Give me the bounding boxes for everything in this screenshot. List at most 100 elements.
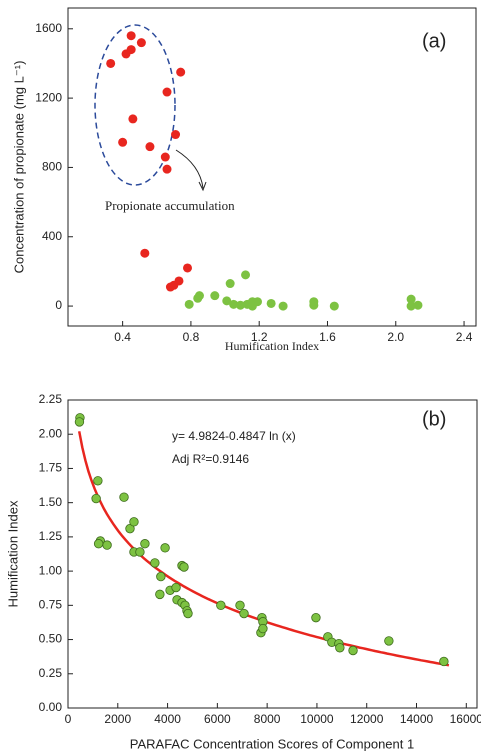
point: [171, 130, 181, 140]
y-tick-label: 0.75: [39, 598, 63, 612]
point: [93, 539, 104, 549]
point: [126, 45, 136, 55]
point: [194, 291, 204, 301]
x-tick-label: 1.6: [319, 330, 336, 344]
point: [145, 142, 155, 152]
x-axis-label: Humification Index: [225, 339, 319, 353]
point: [239, 608, 249, 619]
point: [150, 558, 160, 568]
y-tick-label: 1600: [35, 21, 62, 35]
x-tick-label: 4000: [154, 712, 181, 726]
point: [106, 58, 116, 68]
y-axis-label: Concentration of propionate (mg L⁻¹): [11, 61, 26, 274]
x-tick-label: 10000: [300, 712, 334, 726]
y-tick-label: 2.00: [39, 426, 63, 440]
y-tick-label: 1.75: [39, 461, 63, 475]
point: [439, 656, 449, 667]
point: [171, 582, 181, 593]
point: [126, 31, 136, 41]
point: [135, 547, 145, 557]
point: [335, 643, 345, 653]
point: [235, 600, 245, 611]
point: [278, 301, 288, 311]
y-tick-label: 0.00: [39, 700, 63, 714]
x-tick-label: 2.4: [456, 330, 473, 344]
point: [129, 517, 139, 527]
point: [216, 600, 226, 611]
y-tick-label: 800: [42, 160, 62, 174]
x-tick-label: 0: [65, 712, 72, 726]
point: [182, 263, 192, 273]
point: [309, 300, 319, 310]
equation: y= 4.9824-0.4847 ln (x): [172, 429, 296, 443]
point: [229, 299, 239, 309]
point: [384, 636, 394, 646]
point: [102, 540, 112, 550]
point: [93, 476, 103, 486]
point: [160, 543, 170, 553]
point: [210, 291, 220, 301]
point: [156, 571, 166, 582]
point: [136, 38, 146, 48]
annotation: Propionate accumulation: [105, 198, 235, 213]
point: [155, 589, 165, 600]
point: [406, 301, 416, 311]
x-tick-label: 12000: [350, 712, 384, 726]
point: [311, 612, 321, 623]
point: [247, 301, 257, 311]
point: [74, 417, 85, 427]
highlight-ellipse: [94, 24, 176, 186]
arrow: [175, 149, 204, 189]
y-tick-label: 1.25: [39, 529, 63, 543]
r2-label: Adj R²=0.9146: [172, 452, 249, 466]
point: [128, 114, 138, 124]
point: [162, 164, 172, 174]
y-tick-label: 400: [42, 229, 62, 243]
x-tick-label: 2000: [104, 712, 131, 726]
point: [140, 248, 150, 258]
point: [406, 294, 416, 304]
point: [179, 562, 189, 572]
point: [91, 493, 101, 504]
x-axis-label: PARAFAC Concentration Scores of Componen…: [130, 736, 414, 751]
y-axis-label: Humification Index: [5, 500, 20, 607]
x-tick-label: 8000: [254, 712, 281, 726]
point: [162, 87, 172, 97]
y-tick-label: 0.50: [39, 632, 63, 646]
x-tick-label: 0.8: [183, 330, 200, 344]
point: [413, 300, 423, 310]
point: [119, 492, 129, 502]
plot-frame: [67, 399, 478, 709]
y-tick-label: 1.00: [39, 563, 63, 577]
y-tick-label: 0: [55, 298, 62, 312]
y-tick-label: 1.50: [39, 495, 63, 509]
y-tick-label: 0.25: [39, 666, 63, 680]
point: [235, 300, 245, 310]
point: [266, 298, 276, 308]
point: [222, 296, 232, 306]
x-tick-label: 14000: [400, 712, 434, 726]
y-tick-label: 1200: [35, 90, 62, 104]
panel-label: (a): [422, 30, 446, 52]
x-tick-label: 1.2: [251, 330, 268, 344]
x-tick-label: 2.0: [387, 330, 404, 344]
point: [160, 152, 170, 162]
y-tick-label: 2.25: [39, 392, 63, 406]
x-tick-label: 16000: [450, 712, 481, 726]
point: [183, 608, 193, 619]
point: [165, 282, 175, 292]
point: [348, 645, 358, 656]
point: [241, 270, 251, 280]
point: [125, 523, 135, 534]
panel-label: (b): [422, 408, 446, 430]
point: [184, 299, 194, 309]
x-tick-label: 6000: [204, 712, 231, 726]
point: [140, 539, 150, 549]
x-tick-label: 0.4: [114, 330, 131, 344]
arrow-head: [198, 181, 207, 192]
point: [225, 279, 235, 289]
point: [329, 301, 339, 311]
point: [118, 137, 128, 147]
